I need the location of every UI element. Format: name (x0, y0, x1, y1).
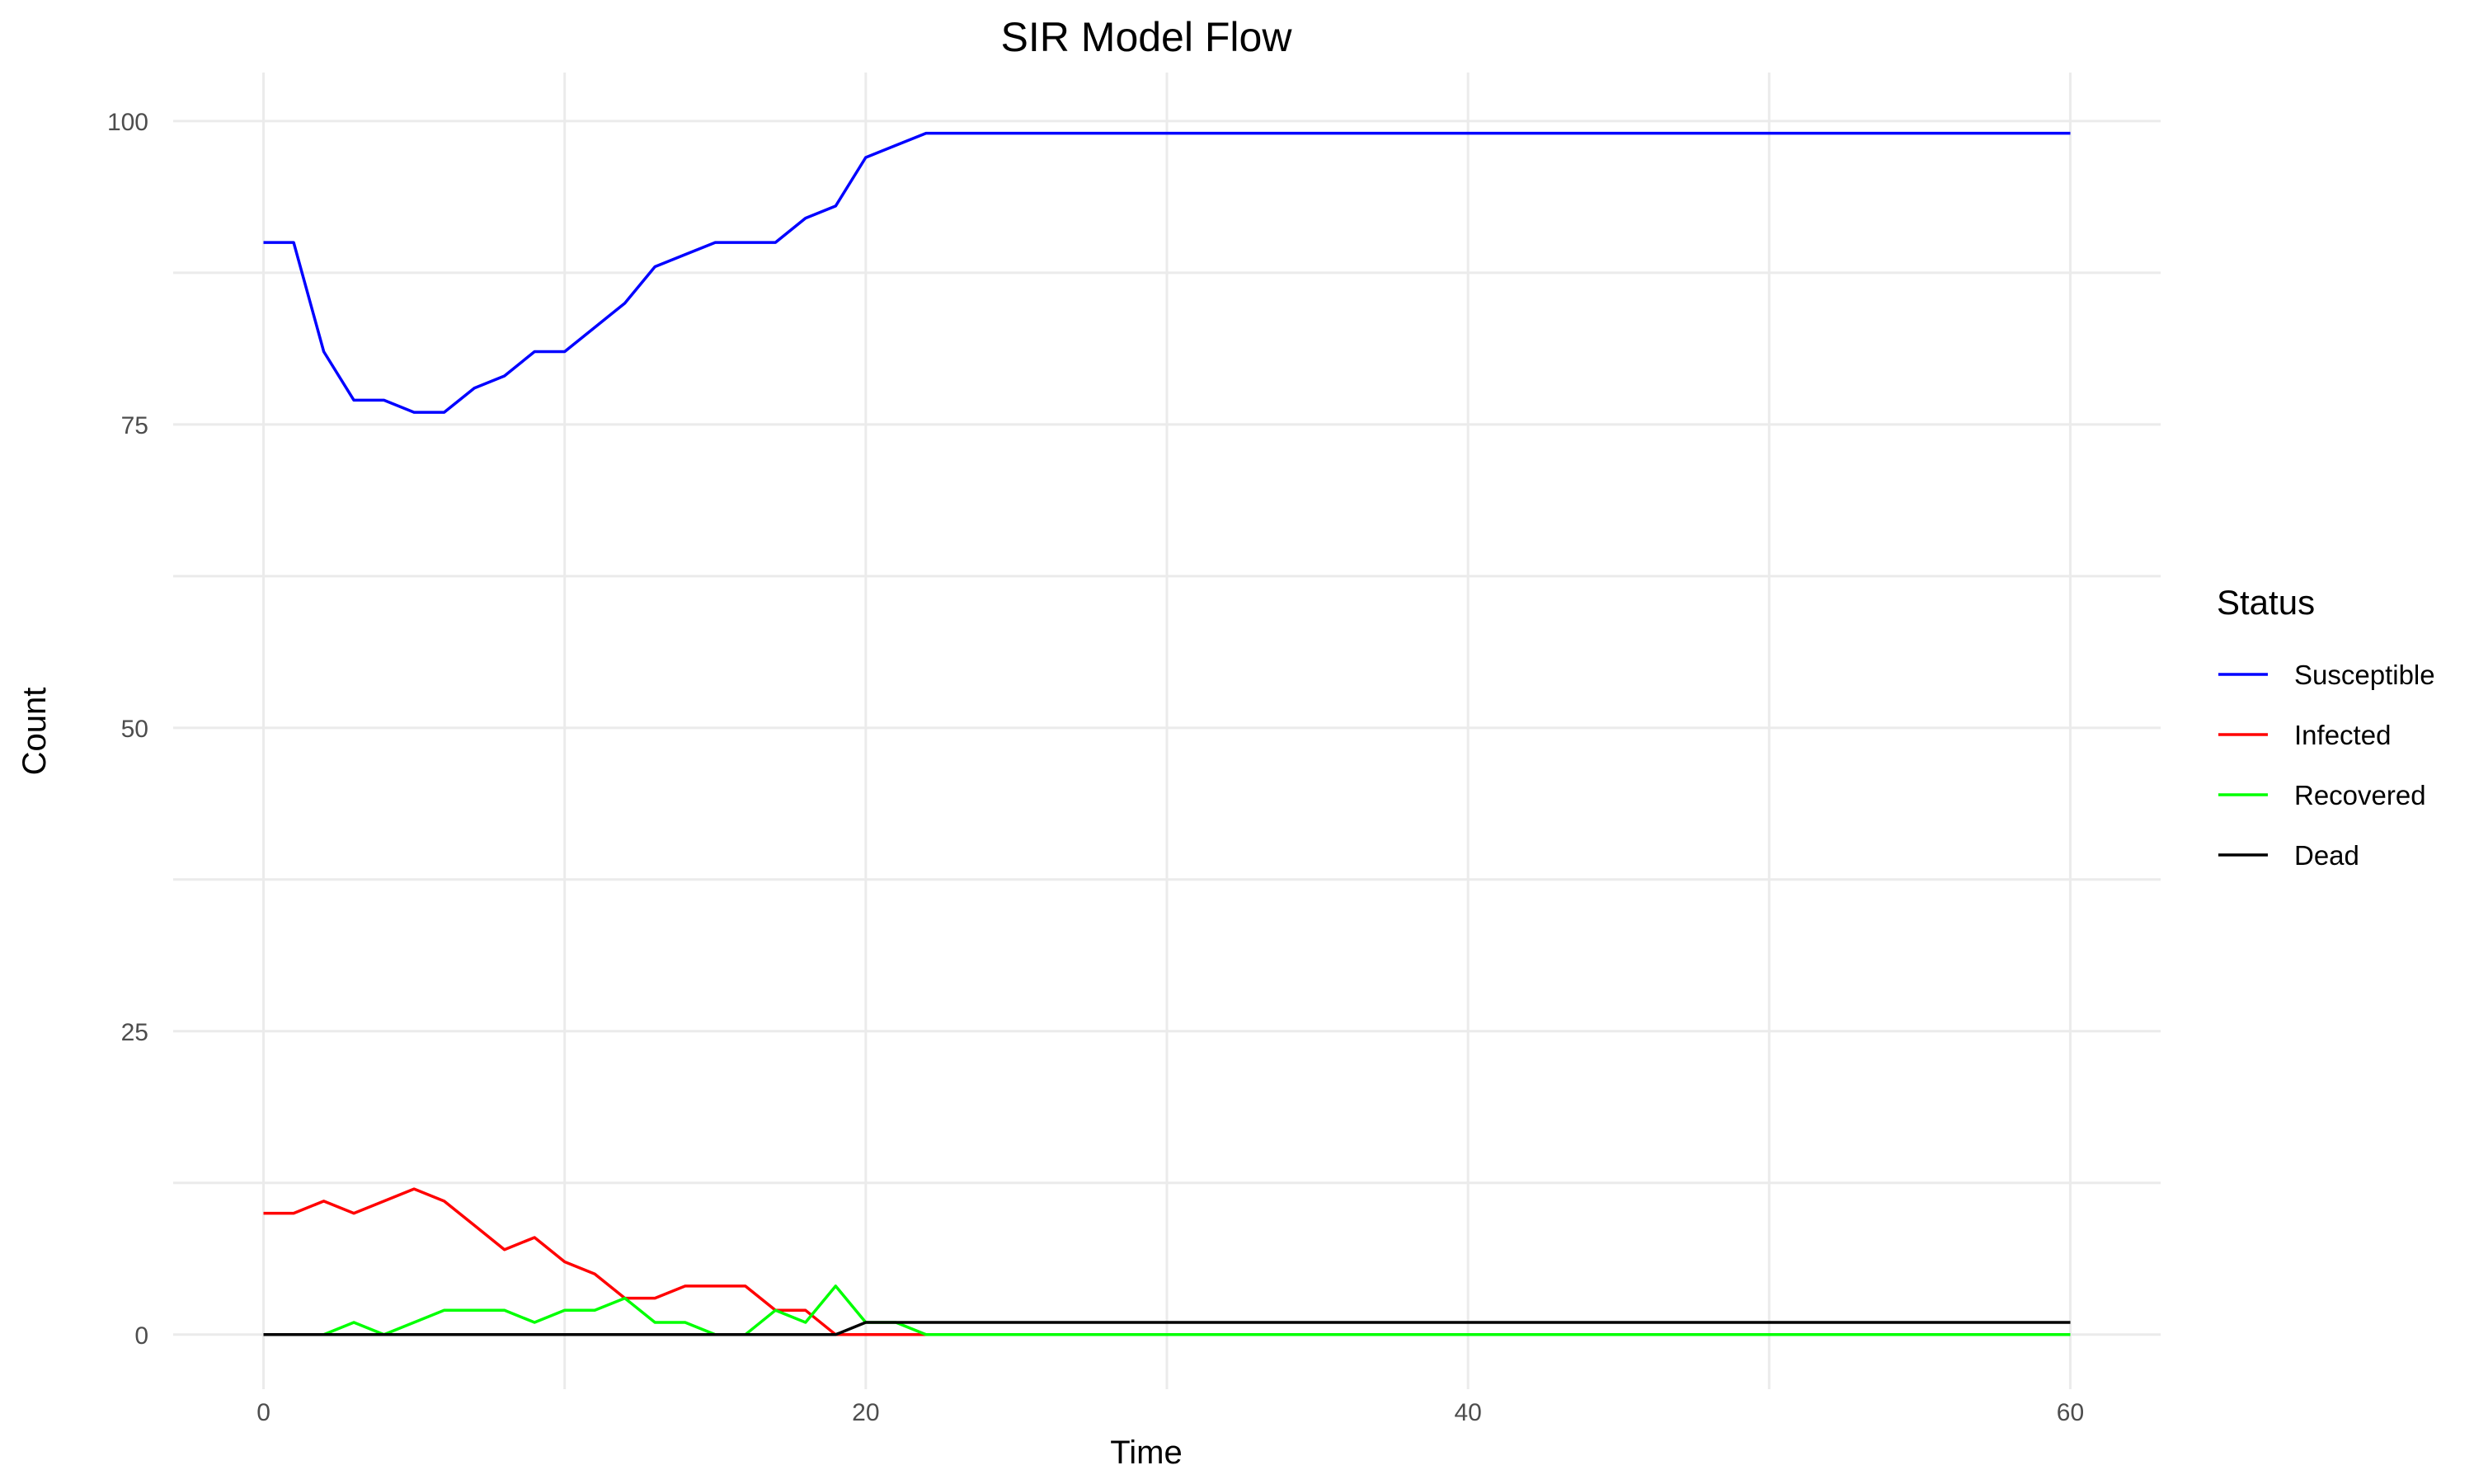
y-axis-ticks: 0 25 50 75 100 (107, 109, 148, 1350)
chart-title: SIR Model Flow (1001, 14, 1293, 60)
series-lines (263, 131, 2071, 1336)
legend-items: Susceptible Infected Recovered Dead (2218, 660, 2435, 871)
x-tick-label: 0 (256, 1399, 270, 1426)
legend-label-infected: Infected (2294, 720, 2391, 750)
series-line-recovered (263, 1284, 2071, 1336)
legend-label-dead: Dead (2294, 840, 2359, 871)
legend: Status Susceptible Infected Recovered Dead (2217, 583, 2435, 871)
x-tick-label: 40 (1454, 1399, 1481, 1426)
legend-label-susceptible: Susceptible (2294, 660, 2435, 690)
x-tick-label: 20 (852, 1399, 879, 1426)
series-line-dead (263, 1321, 2071, 1336)
legend-label-recovered: Recovered (2294, 780, 2426, 810)
y-tick-label: 25 (121, 1019, 148, 1046)
x-axis-title: Time (1110, 1435, 1182, 1471)
y-tick-label: 0 (134, 1322, 148, 1350)
series-line-susceptible (263, 131, 2071, 414)
y-tick-label: 50 (121, 716, 148, 743)
y-axis-title: Count (16, 688, 53, 776)
y-tick-label: 100 (107, 109, 148, 136)
legend-title: Status (2217, 583, 2315, 622)
x-axis-ticks: 0 20 40 60 (256, 1399, 2084, 1426)
y-tick-label: 75 (121, 412, 148, 439)
x-tick-label: 60 (2057, 1399, 2084, 1426)
grid-lines (173, 73, 2161, 1389)
